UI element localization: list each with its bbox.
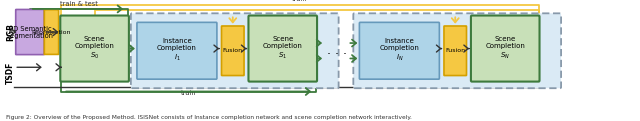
FancyBboxPatch shape: [16, 9, 44, 55]
Text: train: train: [292, 0, 308, 2]
FancyBboxPatch shape: [131, 13, 339, 88]
Text: train & test: train & test: [60, 1, 98, 7]
Text: 2D Semantic
Segmentation: 2D Semantic Segmentation: [6, 26, 53, 39]
Text: Scene
Completion
$S_0$: Scene Completion $S_0$: [75, 36, 115, 61]
Text: Reprojection: Reprojection: [32, 30, 71, 34]
Text: Fusion: Fusion: [445, 48, 465, 53]
FancyBboxPatch shape: [248, 15, 317, 82]
FancyBboxPatch shape: [444, 26, 467, 76]
FancyBboxPatch shape: [471, 15, 540, 82]
Text: Fusion: Fusion: [223, 48, 243, 53]
Text: Instance
Completion
$I_N$: Instance Completion $I_N$: [380, 38, 419, 63]
Text: Scene
Completion
$S_1$: Scene Completion $S_1$: [263, 36, 303, 61]
Text: Figure 2: Overview of the Proposed Method. ISISNet consists of Instance completi: Figure 2: Overview of the Proposed Metho…: [6, 115, 412, 120]
FancyBboxPatch shape: [360, 22, 440, 79]
FancyBboxPatch shape: [137, 22, 217, 79]
Text: Instance
Completion
$I_1$: Instance Completion $I_1$: [157, 38, 197, 63]
FancyBboxPatch shape: [221, 26, 244, 76]
Text: TSDF: TSDF: [6, 62, 15, 84]
FancyBboxPatch shape: [44, 10, 59, 54]
Text: Scene
Completion
$S_N$: Scene Completion $S_N$: [485, 36, 525, 61]
FancyBboxPatch shape: [353, 13, 561, 88]
FancyBboxPatch shape: [60, 15, 129, 82]
Text: RGB: RGB: [6, 23, 15, 41]
Text: train: train: [181, 90, 196, 96]
Text: . . .: . . .: [326, 44, 347, 57]
